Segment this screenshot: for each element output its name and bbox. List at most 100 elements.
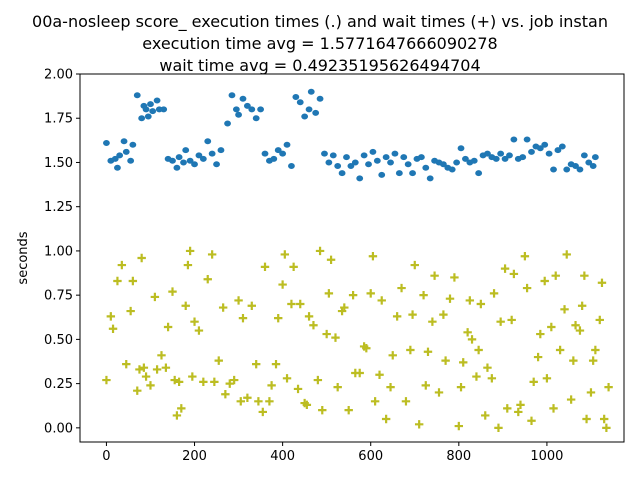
execution-time-point [274,147,282,154]
wait-time-point [577,301,587,310]
wait-time-point [522,283,532,293]
execution-time-point [347,163,355,169]
execution-time-point [387,159,394,166]
wait-time-point [527,416,536,425]
wait-time-point [602,423,611,433]
wait-time-point [141,372,151,381]
execution-time-point [492,155,500,162]
wait-time-point [494,423,503,433]
wait-time-point [102,375,111,385]
wait-time-point [375,370,384,379]
wait-time-point [137,253,146,263]
wait-time-point [296,299,305,309]
wait-time-point [571,321,580,330]
wait-time-point [355,368,364,378]
execution-time-point [305,106,313,113]
execution-time-point [554,147,562,154]
wait-time-point [454,421,464,431]
wait-time-point [128,276,138,286]
wait-time-point [318,405,327,415]
wait-time-point [185,246,195,256]
wait-time-point [388,351,397,360]
wait-time-point [331,333,340,342]
execution-time-point [475,170,483,177]
execution-time-point [338,170,346,177]
wait-time-point [441,356,450,365]
wait-time-point [595,315,604,325]
wait-time-point [439,310,448,319]
execution-time-point [316,95,324,102]
wait-time-point [547,322,556,332]
execution-time-point [585,159,593,166]
wait-time-point [533,352,543,362]
wait-time-point [555,345,565,355]
wait-time-point [419,290,428,300]
execution-time-point [550,166,557,173]
wait-time-point [421,381,430,390]
execution-time-point [142,106,150,113]
wait-time-point [181,301,190,310]
wait-time-point [234,296,243,305]
execution-time-point [378,171,386,178]
chart-title: 00a-nosleep score_ execution times (.) a… [0,0,640,80]
execution-time-point [417,154,425,161]
execution-time-point [501,155,509,162]
wait-time-point [172,411,182,420]
wait-time-point [503,404,512,413]
execution-time-point [453,159,461,166]
wait-time-point [500,264,510,273]
wait-time-point [408,310,417,319]
execution-time-point [576,166,584,173]
wait-time-point [566,395,576,404]
execution-time-point [270,155,278,162]
execution-time-point [369,148,377,155]
wait-time-point [247,301,256,310]
wait-time-point [254,397,263,406]
wait-time-point [221,390,230,399]
execution-time-point [288,163,295,169]
execution-time-point [580,152,588,159]
wait-time-point [287,299,296,309]
wait-time-point [529,377,538,387]
execution-time-point [545,150,553,157]
wait-time-point [368,252,378,261]
wait-time-point [392,312,402,321]
x-tick-label: 1000 [530,449,563,464]
wait-time-point [401,397,411,406]
y-tick-label: 0.75 [44,289,73,304]
execution-time-point [307,88,315,95]
execution-time-point [195,152,203,159]
wait-time-point [580,271,589,280]
execution-time-point [356,175,364,182]
wait-time-point [324,289,334,298]
execution-time-point [127,157,135,164]
execution-time-point [111,155,119,162]
x-tick-label: 600 [358,449,383,464]
wait-time-point [309,321,318,330]
wait-time-point [229,375,239,385]
execution-time-point [144,113,152,120]
execution-time-point [404,161,412,168]
wait-time-point [465,296,475,305]
execution-time-point [103,140,110,146]
wait-time-point [267,381,276,390]
wait-time-point [282,374,292,383]
wait-time-point [591,345,600,355]
execution-time-point [312,109,320,116]
wait-time-point [483,363,492,372]
execution-time-point [129,141,137,148]
execution-time-point [199,155,207,162]
wait-time-point [313,375,323,385]
wait-time-point [150,292,160,302]
wait-time-point [271,359,281,369]
y-tick-label: 0.25 [44,377,73,392]
wait-time-point [126,306,135,316]
wait-time-point [168,287,177,296]
y-tick-label: 1.75 [44,112,73,127]
execution-time-point [239,95,247,102]
wait-time-point [183,260,193,270]
wait-time-point [597,278,607,287]
wait-time-point [177,404,186,413]
wait-time-point [117,260,127,270]
wait-time-point [560,305,569,314]
